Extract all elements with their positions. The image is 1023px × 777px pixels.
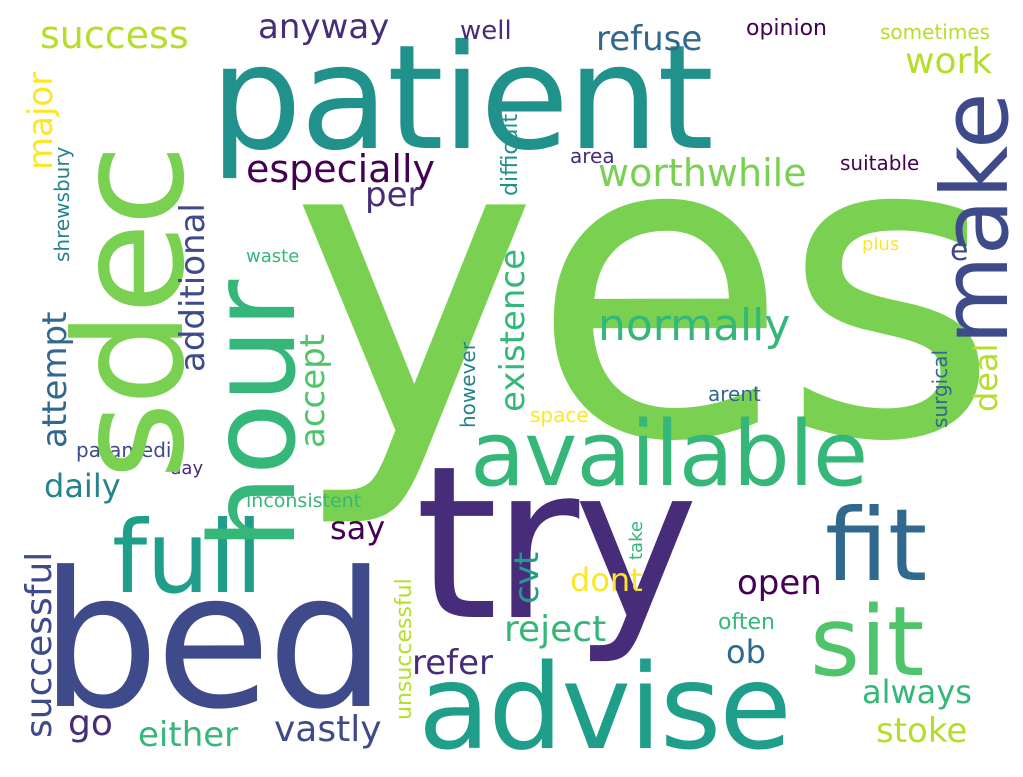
word-yes: yes (290, 45, 1000, 534)
word-shrewsbury: shrewsbury (50, 146, 74, 262)
word-deal: deal (967, 343, 1005, 413)
word-successful: successful (19, 551, 60, 738)
word-arent: arent (708, 382, 761, 406)
word-available: available (470, 402, 868, 507)
word-fit: fit (825, 487, 928, 604)
word-take: take (626, 521, 647, 560)
word-say: say (330, 509, 386, 547)
word-especially: especially (246, 147, 436, 191)
word-space: space (530, 403, 589, 427)
word-well: well (460, 16, 512, 46)
word-sit: sit (810, 586, 925, 698)
word-patient: patient (210, 14, 714, 183)
word-opinion: opinion (746, 16, 827, 41)
word-try: try (415, 420, 699, 667)
word-daily: daily (44, 467, 121, 505)
word-ob: ob (726, 633, 766, 671)
word-bed: bed (40, 532, 386, 751)
word-open: open (737, 563, 822, 603)
word-vastly: vastly (274, 709, 382, 750)
word-cvt: cvt (507, 551, 547, 604)
word-either: either (138, 715, 239, 755)
word-day: day (170, 458, 204, 479)
word-however: however (456, 342, 480, 428)
word-attempt: attempt (35, 311, 75, 448)
word-refuse: refuse (596, 19, 703, 59)
word-refer: refer (412, 643, 494, 683)
word-make: make (922, 92, 1023, 345)
word-dont: dont (570, 561, 643, 599)
word-suitable: suitable (840, 151, 920, 175)
word-advise: advise (418, 638, 792, 776)
word-area: area (570, 144, 615, 168)
word-waste: waste (246, 246, 300, 267)
word-additional: additional (173, 203, 213, 372)
word-anyway: anyway (258, 7, 390, 47)
word-surgical: surgical (928, 349, 952, 428)
word-accept: accept (293, 333, 333, 448)
word-existence: existence (493, 248, 533, 412)
word-plus: plus (862, 234, 900, 255)
word-always: always (862, 673, 972, 711)
word-normally: normally (598, 300, 791, 351)
word-full: full (112, 499, 263, 616)
word-inconsistent: inconsistent (246, 490, 362, 512)
word-success: success (40, 13, 189, 57)
word-sometimes: sometimes (880, 20, 991, 44)
word-e: e (950, 233, 969, 268)
word-work: work (905, 41, 993, 82)
word-per: per (365, 175, 422, 215)
word-paramedic: paramedic (76, 438, 183, 462)
word-stoke: stoke (876, 711, 968, 751)
word-often: often (718, 610, 775, 635)
word-difficult: difficult (498, 113, 523, 196)
word-reject: reject (504, 609, 607, 650)
word-worthwhile: worthwhile (598, 151, 807, 195)
word-unsuccessful: unsuccessful (392, 578, 417, 720)
word-go: go (68, 703, 113, 744)
